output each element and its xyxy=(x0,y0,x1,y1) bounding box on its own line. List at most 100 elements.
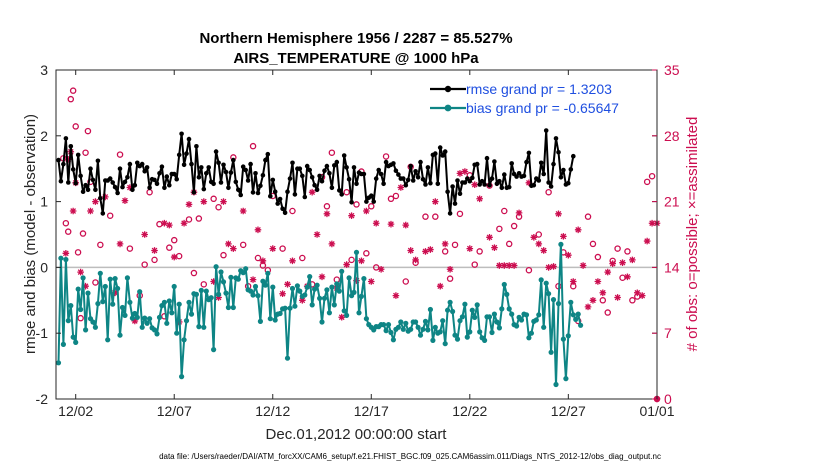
rmse-point xyxy=(502,172,507,177)
rmse-point xyxy=(280,206,285,212)
rmse-point xyxy=(410,178,416,183)
rmse-point xyxy=(341,153,347,158)
assimilated-obs-point xyxy=(372,219,380,227)
bias-point xyxy=(272,317,278,323)
bias-point xyxy=(565,333,571,339)
bias-point xyxy=(452,332,458,338)
legend-bias-label: bias grand pr = -0.65647 xyxy=(466,100,619,116)
bias-point xyxy=(437,329,443,335)
possible-obs-point xyxy=(64,228,72,235)
bias-point xyxy=(277,310,283,317)
rmse-point xyxy=(179,131,184,137)
assimilated-obs-point xyxy=(92,198,99,205)
assimilated-obs-point xyxy=(328,240,336,248)
possible-obs-point xyxy=(254,254,262,262)
rmse-point xyxy=(199,165,204,170)
possible-obs-point xyxy=(141,261,148,268)
bias-point xyxy=(489,329,495,336)
assimilated-obs-point xyxy=(318,273,326,281)
assimilated-obs-point xyxy=(530,234,538,241)
bias-point xyxy=(122,312,128,318)
rmse-point xyxy=(80,189,86,194)
bias-point xyxy=(344,312,350,318)
rmse-point xyxy=(437,145,443,150)
possible-obs-point xyxy=(604,309,611,316)
bias-point xyxy=(528,330,535,336)
bias-point xyxy=(553,381,559,388)
rmse-point xyxy=(546,180,551,185)
rmse-point xyxy=(391,161,396,166)
rmse-point xyxy=(204,171,209,176)
rmse-point xyxy=(304,163,310,169)
bias-point xyxy=(230,304,236,311)
bias-point xyxy=(496,325,502,331)
possible-obs-point xyxy=(402,278,410,285)
bias-point xyxy=(181,337,187,343)
rmse-point xyxy=(58,178,64,184)
possible-obs-point xyxy=(84,127,92,135)
rmse-point xyxy=(548,184,554,189)
possible-obs-point xyxy=(432,213,439,220)
rmse-point xyxy=(349,200,354,205)
rmse-point xyxy=(526,150,532,156)
rmse-point xyxy=(196,175,202,180)
rmse-point xyxy=(312,182,317,188)
assimilated-obs-point xyxy=(604,268,612,276)
assimilated-obs-point xyxy=(299,297,306,304)
x-tick-label: 01/01 xyxy=(639,403,674,419)
rmse-point xyxy=(487,182,492,188)
assimilated-obs-point xyxy=(239,207,247,215)
possible-obs-point xyxy=(392,192,400,200)
possible-obs-point xyxy=(215,203,222,211)
rmse-point xyxy=(396,172,401,177)
assimilated-obs-point xyxy=(456,170,464,177)
bias-point xyxy=(142,315,148,321)
rmse-point xyxy=(70,167,76,172)
rmse-point xyxy=(558,175,564,180)
rmse-point xyxy=(75,152,81,158)
bias-point xyxy=(68,303,74,309)
bias-point xyxy=(573,316,579,322)
bias-point xyxy=(578,322,584,328)
rmse-point xyxy=(216,160,221,166)
bias-point xyxy=(70,334,76,340)
possible-obs-point xyxy=(72,123,79,130)
rmse-point xyxy=(139,161,145,167)
bias-point xyxy=(119,304,126,311)
assimilated-obs-point xyxy=(466,245,474,252)
rmse-point xyxy=(152,177,157,183)
rmse-point xyxy=(184,151,189,156)
assimilated-obs-point xyxy=(220,198,227,205)
rmse-point xyxy=(260,173,266,178)
bias-point xyxy=(60,341,66,347)
rmse-point xyxy=(408,163,414,169)
rmse-point xyxy=(324,163,330,169)
possible-obs-point xyxy=(535,231,543,238)
bias-point xyxy=(139,324,145,330)
possible-obs-point xyxy=(343,188,350,196)
assimilated-obs-point xyxy=(619,259,626,266)
rmse-point xyxy=(231,157,236,163)
assimilated-obs-point xyxy=(584,303,592,311)
rmse-point xyxy=(440,153,446,158)
bias-point xyxy=(504,291,510,297)
rmse-point xyxy=(100,211,106,216)
rmse-point xyxy=(228,170,234,175)
rmse-point xyxy=(142,169,147,174)
possible-obs-point xyxy=(299,254,306,262)
assimilated-obs-point xyxy=(540,247,547,254)
y2-tick-label: 35 xyxy=(664,62,680,78)
bias-point xyxy=(314,282,320,288)
bias-point xyxy=(198,287,204,293)
bias-point xyxy=(398,319,404,325)
rmse-point xyxy=(561,167,566,173)
assimilated-obs-point xyxy=(323,210,331,218)
rmse-point xyxy=(93,187,98,193)
rmse-point xyxy=(541,171,546,177)
rmse-point xyxy=(566,180,571,186)
rmse-point xyxy=(317,173,322,179)
rmse-point xyxy=(371,199,377,204)
bias-point xyxy=(107,276,113,282)
bias-point xyxy=(341,308,347,314)
rmse-point xyxy=(218,180,224,185)
